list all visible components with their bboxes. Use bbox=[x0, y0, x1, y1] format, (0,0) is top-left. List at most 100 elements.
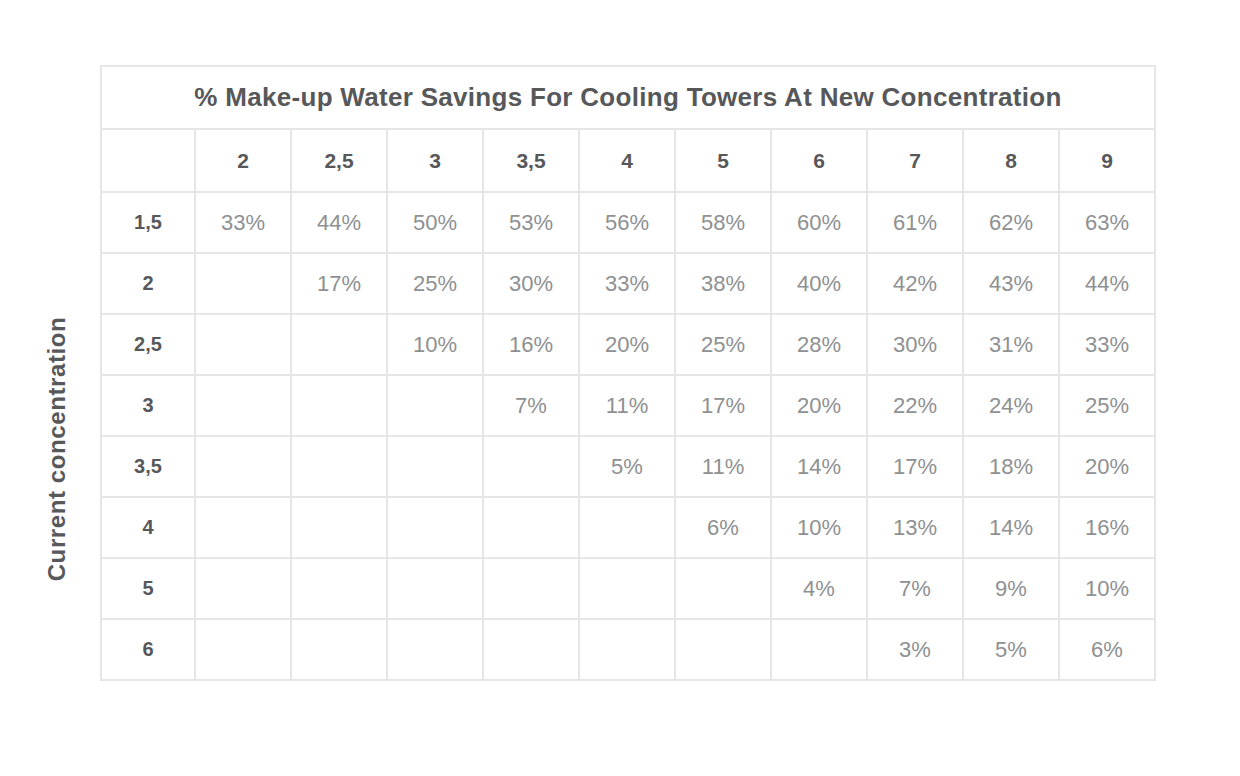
data-cell: 14% bbox=[963, 497, 1059, 558]
data-cell bbox=[195, 375, 291, 436]
data-cell bbox=[579, 619, 675, 680]
title-row: % Make-up Water Savings For Cooling Towe… bbox=[101, 66, 1155, 129]
data-cell: 24% bbox=[963, 375, 1059, 436]
row-header: 3 bbox=[101, 375, 195, 436]
data-cell: 31% bbox=[963, 314, 1059, 375]
data-cell: 17% bbox=[867, 436, 963, 497]
data-cell: 13% bbox=[867, 497, 963, 558]
data-cell: 20% bbox=[1059, 436, 1155, 497]
data-cell: 53% bbox=[483, 192, 579, 253]
data-cell bbox=[387, 375, 483, 436]
data-cell bbox=[387, 619, 483, 680]
data-cell bbox=[483, 436, 579, 497]
data-cell: 3% bbox=[867, 619, 963, 680]
data-cell: 5% bbox=[963, 619, 1059, 680]
data-cell: 30% bbox=[483, 253, 579, 314]
data-cell: 7% bbox=[867, 558, 963, 619]
table-title: % Make-up Water Savings For Cooling Towe… bbox=[101, 66, 1155, 129]
column-header-row: 2 2,5 3 3,5 4 5 6 7 8 9 bbox=[101, 129, 1155, 192]
data-cell: 25% bbox=[387, 253, 483, 314]
table-row: 3,5 5% 11% 14% 17% 18% 20% bbox=[101, 436, 1155, 497]
row-header: 5 bbox=[101, 558, 195, 619]
data-cell bbox=[291, 558, 387, 619]
data-cell: 7% bbox=[483, 375, 579, 436]
y-axis-label: Current concentration bbox=[43, 317, 71, 582]
data-cell: 28% bbox=[771, 314, 867, 375]
data-cell: 10% bbox=[387, 314, 483, 375]
data-cell: 9% bbox=[963, 558, 1059, 619]
table-row: 5 4% 7% 9% 10% bbox=[101, 558, 1155, 619]
column-header: 5 bbox=[675, 129, 771, 192]
data-cell: 25% bbox=[675, 314, 771, 375]
column-header: 2,5 bbox=[291, 129, 387, 192]
data-cell: 30% bbox=[867, 314, 963, 375]
data-cell: 11% bbox=[579, 375, 675, 436]
data-cell bbox=[387, 558, 483, 619]
data-cell bbox=[675, 558, 771, 619]
data-cell: 42% bbox=[867, 253, 963, 314]
column-header: 3,5 bbox=[483, 129, 579, 192]
data-cell bbox=[675, 619, 771, 680]
column-header: 9 bbox=[1059, 129, 1155, 192]
data-cell: 16% bbox=[483, 314, 579, 375]
row-header: 6 bbox=[101, 619, 195, 680]
column-header: 6 bbox=[771, 129, 867, 192]
data-cell bbox=[483, 497, 579, 558]
data-cell bbox=[195, 558, 291, 619]
data-cell: 56% bbox=[579, 192, 675, 253]
data-cell: 6% bbox=[1059, 619, 1155, 680]
column-header: 7 bbox=[867, 129, 963, 192]
data-cell: 17% bbox=[675, 375, 771, 436]
data-cell: 20% bbox=[771, 375, 867, 436]
data-cell: 43% bbox=[963, 253, 1059, 314]
row-header: 2 bbox=[101, 253, 195, 314]
data-cell: 62% bbox=[963, 192, 1059, 253]
row-header: 4 bbox=[101, 497, 195, 558]
table-row: 4 6% 10% 13% 14% 16% bbox=[101, 497, 1155, 558]
data-cell bbox=[291, 619, 387, 680]
data-cell bbox=[579, 558, 675, 619]
data-cell bbox=[387, 436, 483, 497]
data-cell bbox=[195, 436, 291, 497]
column-header: 2 bbox=[195, 129, 291, 192]
data-cell: 6% bbox=[675, 497, 771, 558]
column-header: 3 bbox=[387, 129, 483, 192]
data-cell: 38% bbox=[675, 253, 771, 314]
savings-table-container: % Make-up Water Savings For Cooling Towe… bbox=[100, 65, 1156, 681]
column-header: 8 bbox=[963, 129, 1059, 192]
data-cell: 33% bbox=[1059, 314, 1155, 375]
table-row: 6 3% 5% 6% bbox=[101, 619, 1155, 680]
data-cell: 60% bbox=[771, 192, 867, 253]
data-cell: 22% bbox=[867, 375, 963, 436]
data-cell: 17% bbox=[291, 253, 387, 314]
corner-cell bbox=[101, 129, 195, 192]
data-cell bbox=[195, 619, 291, 680]
data-cell: 20% bbox=[579, 314, 675, 375]
data-cell: 33% bbox=[195, 192, 291, 253]
row-header: 1,5 bbox=[101, 192, 195, 253]
data-cell: 16% bbox=[1059, 497, 1155, 558]
table-row: 2 17% 25% 30% 33% 38% 40% 42% 43% 44% bbox=[101, 253, 1155, 314]
data-cell: 63% bbox=[1059, 192, 1155, 253]
data-cell bbox=[387, 497, 483, 558]
data-cell: 18% bbox=[963, 436, 1059, 497]
data-cell bbox=[195, 314, 291, 375]
data-cell: 10% bbox=[1059, 558, 1155, 619]
data-cell: 25% bbox=[1059, 375, 1155, 436]
data-cell: 40% bbox=[771, 253, 867, 314]
table-row: 2,5 10% 16% 20% 25% 28% 30% 31% 33% bbox=[101, 314, 1155, 375]
data-cell: 61% bbox=[867, 192, 963, 253]
data-cell: 44% bbox=[1059, 253, 1155, 314]
data-cell bbox=[195, 253, 291, 314]
data-cell: 44% bbox=[291, 192, 387, 253]
row-header: 3,5 bbox=[101, 436, 195, 497]
data-cell: 33% bbox=[579, 253, 675, 314]
data-cell: 10% bbox=[771, 497, 867, 558]
data-cell bbox=[291, 314, 387, 375]
data-cell bbox=[291, 497, 387, 558]
data-cell bbox=[771, 619, 867, 680]
savings-table: % Make-up Water Savings For Cooling Towe… bbox=[100, 65, 1156, 681]
data-cell: 4% bbox=[771, 558, 867, 619]
row-header: 2,5 bbox=[101, 314, 195, 375]
table-row: 1,5 33% 44% 50% 53% 56% 58% 60% 61% 62% … bbox=[101, 192, 1155, 253]
